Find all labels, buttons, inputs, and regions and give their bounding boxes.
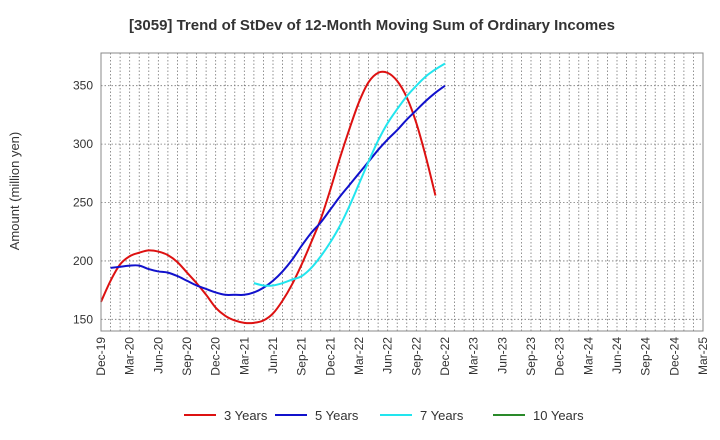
y-tick-label: 200 — [73, 254, 93, 268]
x-tick-label: Sep-24 — [639, 337, 653, 376]
legend-label: 10 Years — [533, 408, 584, 423]
legend: 3 Years 5 Years 7 Years 10 Years — [184, 408, 584, 423]
x-tick-label: Dec-23 — [553, 337, 567, 376]
plot-frame — [101, 53, 703, 331]
x-tick-label: Sep-21 — [295, 337, 309, 376]
x-tick-label: Sep-20 — [180, 337, 194, 376]
y-tick-label: 250 — [73, 196, 93, 210]
series-line-7-years — [254, 64, 445, 286]
x-tick-labels: Dec-19 Mar-20 Jun-20 Sep-20 Dec-20 Mar-21 Jun-… — [94, 337, 710, 376]
x-tick-label: Mar-24 — [581, 337, 595, 375]
x-tick-label: Dec-22 — [438, 337, 452, 376]
chart-title: [3059] Trend of StDev of 12-Month Moving… — [129, 17, 615, 34]
x-tick-label: Mar-25 — [696, 337, 710, 375]
x-tick-label: Jun-21 — [266, 337, 280, 374]
y-tick-labels: 150 200 250 300 350 — [73, 79, 93, 327]
chart-canvas: [3059] Trend of StDev of 12-Month Moving… — [0, 0, 720, 440]
x-tick-label: Jun-22 — [381, 337, 395, 374]
legend-label: 7 Years — [420, 408, 464, 423]
x-tick-label: Jun-24 — [610, 337, 624, 374]
legend-label: 5 Years — [315, 408, 359, 423]
x-tick-label: Mar-23 — [467, 337, 481, 375]
y-tick-label: 350 — [73, 79, 93, 93]
x-tick-label: Dec-20 — [209, 337, 223, 376]
x-tick-label: Jun-23 — [495, 337, 509, 374]
x-tick-label: Sep-22 — [409, 337, 423, 376]
grid-lines — [101, 53, 703, 331]
series-line-5-years — [111, 86, 445, 295]
x-tick-label: Jun-20 — [151, 337, 165, 374]
x-tick-label: Dec-19 — [94, 337, 108, 376]
x-tick-label: Dec-24 — [667, 337, 681, 376]
y-tick-label: 150 — [73, 312, 93, 326]
y-tick-label: 300 — [73, 137, 93, 151]
y-axis-label: Amount (million yen) — [7, 132, 22, 251]
x-tick-label: Mar-22 — [352, 337, 366, 375]
x-tick-label: Mar-21 — [237, 337, 251, 375]
legend-label: 3 Years — [224, 408, 268, 423]
x-tick-label: Mar-20 — [123, 337, 137, 375]
x-tick-label: Sep-23 — [524, 337, 538, 376]
x-tick-label: Dec-21 — [323, 337, 337, 376]
